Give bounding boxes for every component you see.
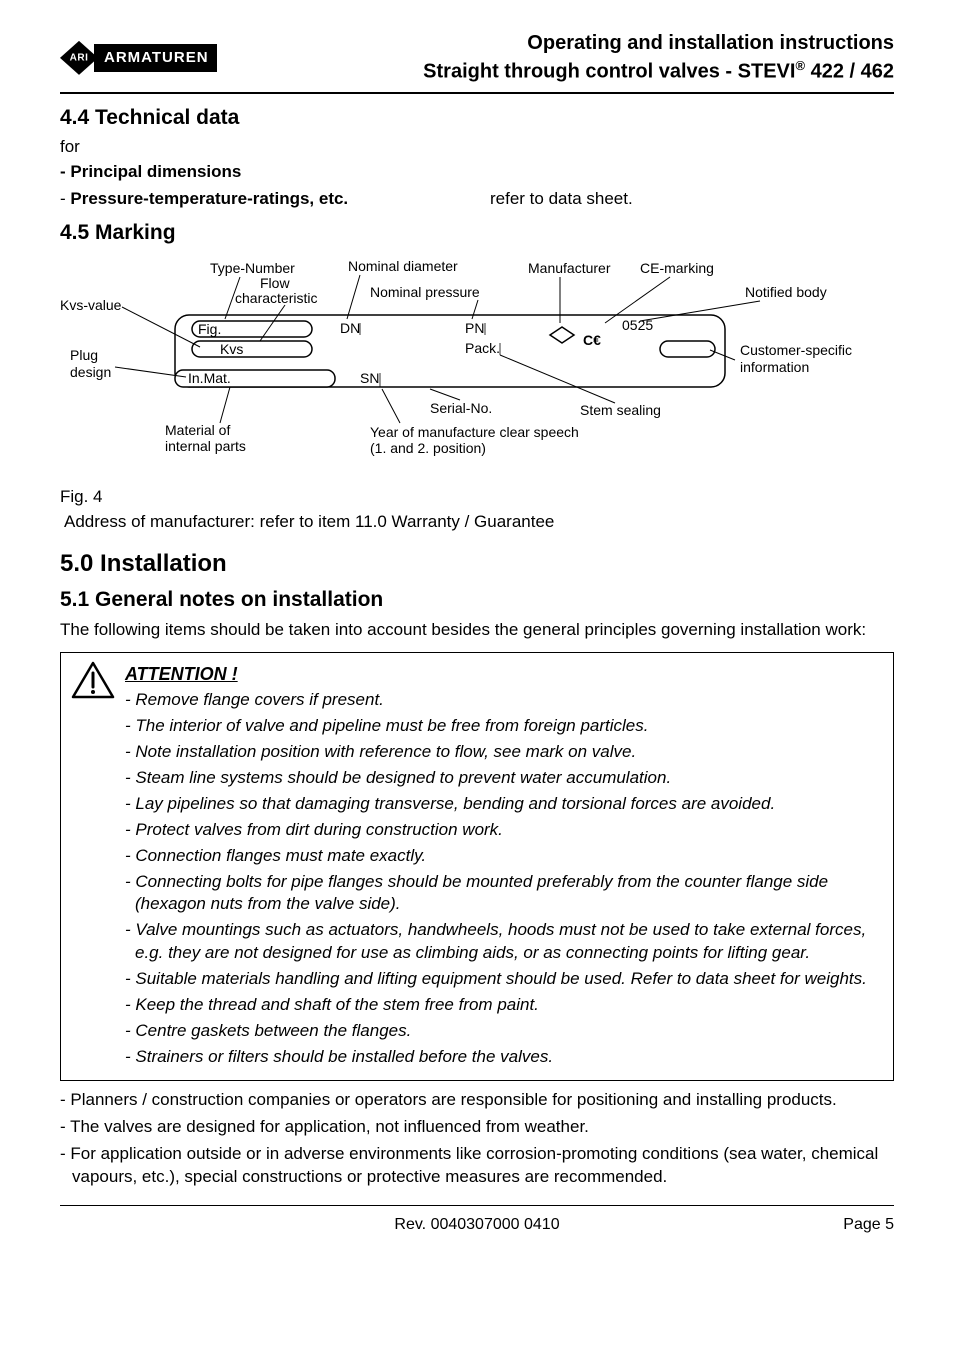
header-title-line2: Straight through control valves - STEVI®… xyxy=(217,57,894,86)
lbl-plug-2: design xyxy=(70,364,111,380)
heading-5-1: 5.1 General notes on installation xyxy=(60,586,894,614)
heading-4-5: 4.5 Marking xyxy=(60,219,894,247)
plate-ce-icon: C€ xyxy=(583,332,601,348)
attention-item: - Protect valves from dirt during constr… xyxy=(125,819,883,842)
attention-item: - Suitable materials handling and liftin… xyxy=(125,968,883,991)
tech-ptr-row: - Pressure-temperature-ratings, etc. ref… xyxy=(60,186,894,213)
plate-kvs: Kvs xyxy=(220,341,243,357)
lbl-serial-no: Serial-No. xyxy=(430,400,492,416)
plate-pn: PN xyxy=(465,320,484,336)
manufacturer-address: Address of manufacturer: refer to item 1… xyxy=(64,511,894,534)
attention-box: ATTENTION ! - Remove flange covers if pr… xyxy=(60,652,894,1081)
page-footer: Rev. 0040307000 0410 Page 5 xyxy=(60,1205,894,1236)
plate-dn: DN xyxy=(340,320,360,336)
plate-inmat: In.Mat. xyxy=(188,370,231,386)
lbl-nominal-diameter: Nominal diameter xyxy=(348,258,458,274)
header-title: Operating and installation instructions … xyxy=(217,30,894,86)
plate-sn: SN xyxy=(360,370,379,386)
footer-page: Page 5 xyxy=(794,1214,894,1236)
marking-diagram: Type-Number Nominal diameter Nominal pre… xyxy=(60,255,894,482)
plate-pack: Pack. xyxy=(465,340,500,356)
tech-refer: refer to data sheet. xyxy=(490,188,633,211)
logo-text: ARMATUREN xyxy=(94,44,217,72)
page-header: ARMATUREN Operating and installation ins… xyxy=(60,30,894,94)
lbl-cust-2: information xyxy=(740,359,809,375)
lbl-flow-2: characteristic xyxy=(235,290,317,306)
attention-item: - Connection flanges must mate exactly. xyxy=(125,845,883,868)
lbl-year-2: (1. and 2. position) xyxy=(370,440,486,456)
attention-title: ATTENTION ! xyxy=(125,662,883,686)
lbl-cust-1: Customer-specific xyxy=(740,342,852,358)
attention-item: - Strainers or filters should be install… xyxy=(125,1046,883,1069)
plate-cell-kvs xyxy=(192,341,312,357)
plate-cell-customer xyxy=(660,341,715,357)
lbl-nominal-pressure: Nominal pressure xyxy=(370,284,480,300)
attention-item: - The interior of valve and pipeline mus… xyxy=(125,715,883,738)
ari-diamond-icon xyxy=(60,41,98,75)
lbl-flow-1: Flow xyxy=(260,275,290,291)
post-note-item: - The valves are designed for applicatio… xyxy=(60,1116,894,1139)
plate-fig: Fig. xyxy=(198,321,221,337)
s51-intro: The following items should be taken into… xyxy=(60,619,894,642)
attention-item: - Note installation position with refere… xyxy=(125,741,883,764)
tech-principal-dimensions: - Principal dimensions xyxy=(60,161,894,184)
technical-data-block: for - Principal dimensions - Pressure-te… xyxy=(60,136,894,213)
attention-item: - Lay pipelines so that damaging transve… xyxy=(125,793,883,816)
attention-item: - Keep the thread and shaft of the stem … xyxy=(125,994,883,1017)
marking-diagram-svg: Type-Number Nominal diameter Nominal pre… xyxy=(60,255,894,475)
attention-item: - Remove flange covers if present. xyxy=(125,689,883,712)
heading-4-4: 4.4 Technical data xyxy=(60,104,894,132)
tech-ptr-label: - Pressure-temperature-ratings, etc. xyxy=(60,189,348,208)
post-note-item: - Planners / construction companies or o… xyxy=(60,1089,894,1112)
header-title-line1: Operating and installation instructions xyxy=(217,30,894,57)
attention-item: - Valve mountings such as actuators, han… xyxy=(125,919,883,965)
footer-rev: Rev. 0040307000 0410 xyxy=(160,1214,794,1236)
warning-triangle-icon xyxy=(71,661,115,699)
post-attention-notes: - Planners / construction companies or o… xyxy=(60,1089,894,1189)
lbl-notified-body: Notified body xyxy=(745,284,827,300)
post-note-item: - For application outside or in adverse … xyxy=(60,1143,894,1189)
heading-5-0: 5.0 Installation xyxy=(60,548,894,580)
attention-item: - Centre gaskets between the flanges. xyxy=(125,1020,883,1043)
lbl-ce-marking: CE-marking xyxy=(640,260,714,276)
attention-item: - Steam line systems should be designed … xyxy=(125,767,883,790)
lbl-stem-sealing: Stem sealing xyxy=(580,402,661,418)
fig-4-caption: Fig. 4 xyxy=(60,486,894,509)
lbl-type-number: Type-Number xyxy=(210,260,295,276)
lbl-kvs-value: Kvs-value xyxy=(60,297,122,313)
attention-item: - Connecting bolts for pipe flanges shou… xyxy=(125,871,883,917)
lbl-plug-1: Plug xyxy=(70,347,98,363)
lbl-material-2: internal parts xyxy=(165,438,246,454)
lbl-manufacturer: Manufacturer xyxy=(528,260,611,276)
lbl-material-1: Material of xyxy=(165,422,230,438)
tech-for: for xyxy=(60,136,894,159)
attention-content: ATTENTION ! - Remove flange covers if pr… xyxy=(125,662,883,1069)
lbl-year-1: Year of manufacture clear speech xyxy=(370,424,579,440)
logo: ARMATUREN xyxy=(60,41,217,75)
